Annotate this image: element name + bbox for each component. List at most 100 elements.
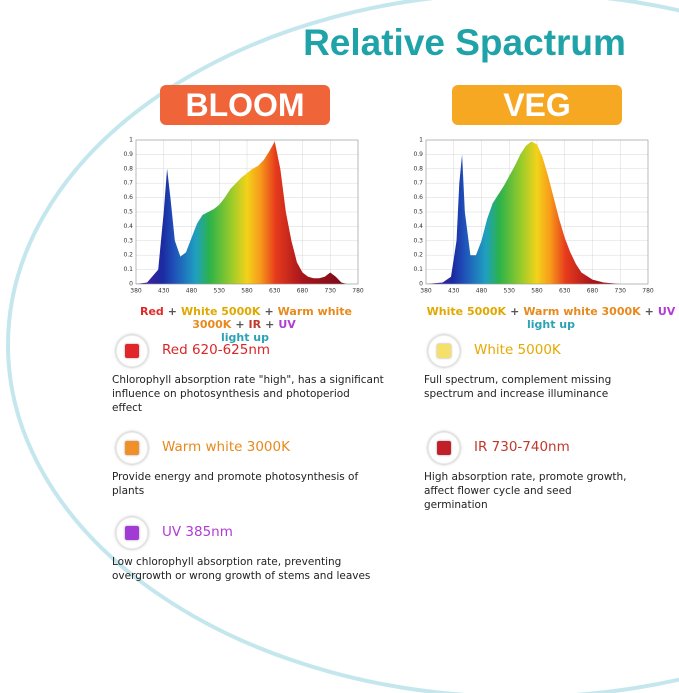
legend-text: + <box>264 305 274 318</box>
icon <box>116 517 148 549</box>
x-tick-label: 380 <box>420 288 432 295</box>
y-tick-label: 0.9 <box>123 151 133 158</box>
feature-label: White 5000K <box>474 342 561 358</box>
y-tick-label: 0.3 <box>413 237 423 244</box>
description-line: effect <box>112 402 143 414</box>
legend-line: light up <box>391 318 679 331</box>
x-tick-label: 580 <box>531 288 543 295</box>
title: Relative Spactrum <box>303 22 626 63</box>
y-tick-label: 0.2 <box>123 252 133 259</box>
legend-text: UV <box>278 318 296 331</box>
feature-description: Full spectrum, complement missing spectru… <box>424 373 611 401</box>
y-tick-label: 0.6 <box>413 194 423 201</box>
y-tick-label: 0.8 <box>123 165 133 172</box>
x-tick-label: 430 <box>448 288 460 295</box>
y-tick-label: 0.4 <box>413 223 423 230</box>
icon <box>428 432 460 464</box>
x-tick-label: 580 <box>241 288 253 295</box>
feature-description: Provide energy and promote photosynthesi… <box>112 470 358 498</box>
led <box>437 441 451 455</box>
legend-line: light up <box>85 331 405 344</box>
feature-description: High absorption rate, promote growth, aff… <box>424 470 627 512</box>
legend-text: light up <box>220 331 270 344</box>
spectrum-area <box>426 141 648 284</box>
badge: BLOOM <box>160 85 330 125</box>
arc <box>6 0 679 693</box>
legend-text: + <box>510 305 520 318</box>
legend: White 5000K + Warm white 3000K + UV light up <box>391 305 679 331</box>
led <box>437 344 451 358</box>
legend-text: IR <box>248 318 262 331</box>
legend-line: White 5000K + Warm white 3000K + UV <box>391 305 679 318</box>
description-line: affect flower cycle and seed <box>424 485 572 497</box>
x-tick-label: 680 <box>587 288 599 295</box>
legend-line: Red + White 5000K + Warm white 3000K + IR + UV <box>85 305 405 331</box>
spectrum-chart: 380 430 480 530 580 630 680 730 780 0 0.1 0.2 0.3 0.4… <box>413 137 654 295</box>
legend-text: Red <box>139 305 164 318</box>
y-tick-label: 0.8 <box>413 165 423 172</box>
legend-text: White 5000K <box>181 305 261 318</box>
legend-text: + <box>265 318 275 331</box>
legend-text: + <box>235 318 245 331</box>
description-line: Chlorophyll absorption rate "high", has … <box>112 374 384 386</box>
x-tick-label: 480 <box>186 288 198 295</box>
x-tick-label: 780 <box>642 288 654 295</box>
legend-text: light up <box>526 318 576 331</box>
description-line: Provide energy and promote photosynthesi… <box>112 471 359 483</box>
legend-text: Warm white 3000K <box>523 305 641 318</box>
y-tick-label: 0.3 <box>123 237 133 244</box>
icon <box>116 335 148 367</box>
x-tick-label: 780 <box>352 288 364 295</box>
x-tick-label: 630 <box>269 288 281 295</box>
x-tick-label: 530 <box>504 288 516 295</box>
feature-label: Warm white 3000K <box>162 439 290 455</box>
y-tick-label: 0.5 <box>413 209 423 216</box>
feature-label: IR 730-740nm <box>474 439 570 455</box>
spectrum-chart: 380 430 480 530 580 630 680 730 780 0 0.1 0.2 0.3 0.4… <box>123 137 364 295</box>
plot-frame <box>135 139 359 285</box>
x-tick-label: 730 <box>325 288 337 295</box>
spectrum-area <box>136 141 358 284</box>
y-tick-label: 1 <box>419 137 423 144</box>
y-tick-label: 0.7 <box>123 180 133 187</box>
y-tick-label: 0.1 <box>413 266 423 273</box>
legend-text: Warm white 3000K <box>192 305 353 331</box>
feature-description: Low chlorophyll absorption rate, prevent… <box>112 555 370 583</box>
description-line: spectrum and increase illuminance <box>424 388 609 400</box>
led <box>125 441 139 455</box>
y-tick-label: 0.9 <box>413 151 423 158</box>
y-tick-label: 0.5 <box>123 209 133 216</box>
y-tick-label: 0.6 <box>123 194 133 201</box>
led <box>125 526 139 540</box>
legend-text: + <box>167 305 177 318</box>
x-tick-label: 680 <box>297 288 309 295</box>
y-tick-label: 0 <box>419 281 423 288</box>
description-line: influence on photosynthesis and photoper… <box>112 388 350 400</box>
x-tick-label: 730 <box>615 288 627 295</box>
description-line: germination <box>424 499 488 511</box>
y-tick-label: 0 <box>129 281 133 288</box>
legend-text: + <box>644 305 654 318</box>
description-line: plants <box>112 485 145 497</box>
x-tick-label: 480 <box>476 288 488 295</box>
x-tick-label: 530 <box>214 288 226 295</box>
description-line: Low chlorophyll absorption rate, prevent… <box>112 556 342 568</box>
badge: VEG <box>452 85 622 125</box>
description-line: overgrowth or wrong growth of stems and … <box>112 570 371 582</box>
feature-description: Chlorophyll absorption rate "high", has … <box>112 373 384 415</box>
description-line: Full spectrum, complement missing <box>424 374 612 386</box>
feature-label: Red 620-625nm <box>162 342 271 358</box>
y-tick-label: 1 <box>129 137 133 144</box>
y-tick-label: 0.2 <box>413 252 423 259</box>
x-tick-label: 380 <box>130 288 142 295</box>
plot-frame <box>425 139 649 285</box>
feature-label: UV 385nm <box>162 524 233 540</box>
legend-text: White 5000K <box>426 305 507 318</box>
icon <box>116 432 148 464</box>
icon <box>428 335 460 367</box>
x-tick-label: 630 <box>559 288 571 295</box>
y-tick-label: 0.1 <box>123 266 133 273</box>
y-tick-label: 0.4 <box>123 223 133 230</box>
